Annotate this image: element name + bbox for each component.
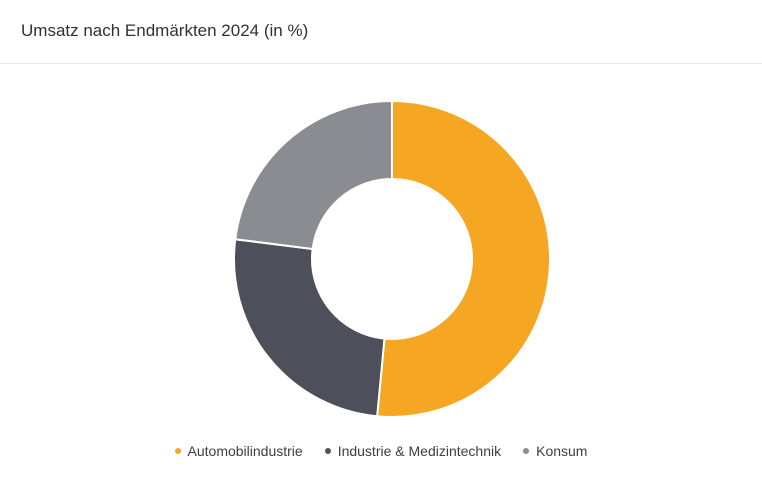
legend-label: Industrie & Medizintechnik bbox=[337, 443, 502, 459]
donut-slice-1[interactable] bbox=[376, 99, 551, 418]
chart-title: Umsatz nach Endmärkten 2024 (in %) bbox=[21, 21, 309, 40]
legend-item-1[interactable]: Automobilindustrie bbox=[174, 443, 303, 459]
legend-item-3[interactable]: Konsum bbox=[523, 443, 587, 459]
legend-marker bbox=[324, 448, 331, 454]
donut-chart bbox=[233, 99, 551, 418]
donut-slice-2[interactable] bbox=[233, 238, 386, 418]
chart-legend: Automobilindustrie Industrie & Medizintec… bbox=[0, 443, 762, 459]
legend-marker bbox=[523, 448, 530, 454]
legend-item-2[interactable]: Industrie & Medizintechnik bbox=[324, 443, 502, 459]
chart-area bbox=[0, 64, 762, 434]
card-header: Umsatz nach Endmärkten 2024 (in %) bbox=[0, 0, 762, 64]
legend-marker bbox=[174, 448, 181, 454]
legend-label: Konsum bbox=[536, 443, 588, 459]
donut-slice-3[interactable] bbox=[234, 99, 393, 251]
legend-label: Automobilindustrie bbox=[187, 443, 303, 459]
